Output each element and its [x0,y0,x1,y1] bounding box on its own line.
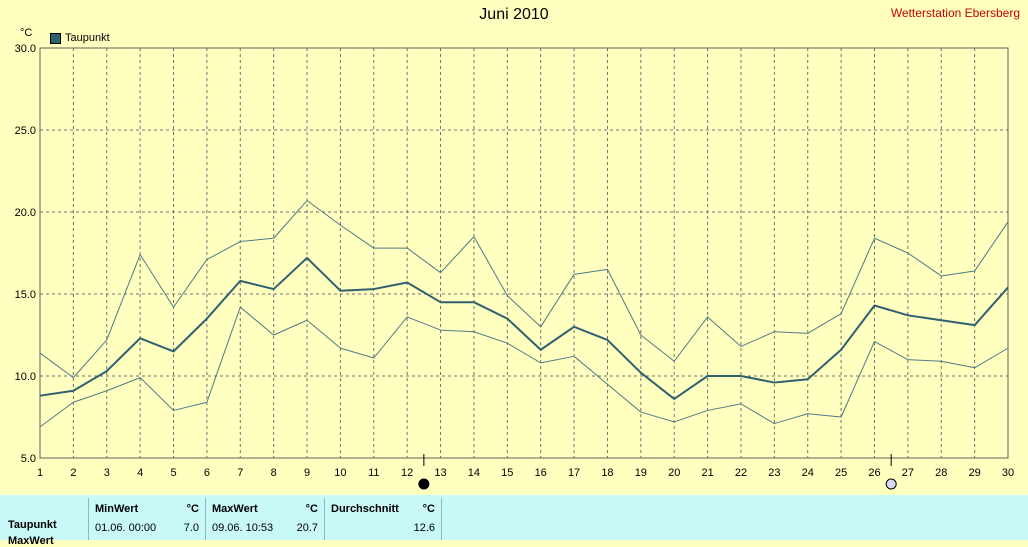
min-value: 7.0 [183,522,199,534]
series-line-mean [39,256,1009,400]
plot-frame [39,47,1009,459]
x-tick-label: 6 [204,467,210,479]
x-tick-label: 1 [37,467,43,479]
y-tick-label: 10.0 [15,371,36,383]
legend-label: Taupunkt [65,32,110,44]
max-value: 20.7 [296,522,318,534]
x-tick-label: 3 [104,467,110,479]
avg-unit: °C [422,503,435,515]
row-label-taupunkt: Taupunkt [8,519,57,531]
max-header: MaxWert [212,503,258,515]
x-tick-label: 14 [468,467,480,479]
y-tick-label: 20.0 [15,207,36,219]
min-header: MinWert [95,503,139,515]
x-tick-label: 7 [237,467,243,479]
y-tick-label: 25.0 [15,125,36,137]
row-label-maxwert: MaxWert [8,535,54,547]
avg-header: Durchschnitt [331,503,399,515]
min-unit: °C [186,503,199,515]
chart-title: Juni 2010 [479,6,549,23]
new-moon-icon [418,478,430,490]
x-tick-label: 12 [401,467,413,479]
min-date: 01.06. 00:00 [95,522,157,534]
x-tick-label: 13 [434,467,446,479]
y-tick-label: 15.0 [15,289,36,301]
station-name: Wetterstation Ebersberg [890,6,1020,20]
avg-value: 12.6 [413,522,435,534]
x-tick-label: 20 [668,467,680,479]
x-tick-label: 26 [868,467,880,479]
full-moon-icon [885,478,897,490]
y-tick-label: 30.0 [15,43,36,55]
x-tick-label: 25 [835,467,847,479]
max-stat-box: MaxWert °C 09.06. 10:53 20.7 [205,498,324,540]
x-tick-label: 17 [568,467,580,479]
x-tick-label: 16 [535,467,547,479]
avg-stat-box: Durchschnitt °C 12.6 [324,498,442,540]
max-date: 09.06. 10:53 [212,522,274,534]
x-tick-label: 22 [735,467,747,479]
legend: Taupunkt [50,32,110,44]
y-tick-label: 5.0 [21,453,36,465]
x-tick-label: 19 [635,467,647,479]
x-tick-label: 2 [70,467,76,479]
dewpoint-chart: 5.010.015.020.025.030.01 2 3 4 5 6 7 8 9 10 11 12 13… [15,43,1014,490]
x-tick-label: 5 [170,467,176,479]
legend-swatch [50,32,61,44]
y-axis-unit: °C [20,27,33,39]
x-tick-label: 11 [368,467,379,479]
x-tick-label: 29 [968,467,980,479]
x-tick-label: 15 [501,467,513,479]
x-tick-label: 27 [902,467,914,479]
x-tick-label: 21 [701,467,713,479]
x-tick-label: 9 [304,467,310,479]
stats-panel: MinWert °C 01.06. 00:00 7.0 MaxWert °C 0… [0,495,1028,547]
x-tick-label: 10 [334,467,346,479]
x-tick-label: 18 [601,467,613,479]
series-line-min [39,306,1009,428]
min-stat-box: MinWert °C 01.06. 00:00 7.0 [88,498,205,540]
x-tick-label: 8 [271,467,277,479]
chart-area: 5.0 10.0 15.0 20.0 25.0 30.0 1 2 3 4 5 6 7 8 9 10 11 12 13… [14,6,1020,490]
x-tick-label: 30 [1002,467,1014,479]
x-tick-label: 4 [137,467,143,479]
max-unit: °C [305,503,318,515]
series-line-max [39,200,1009,379]
x-tick-label: 24 [802,467,814,479]
x-tick-label: 23 [768,467,780,479]
x-tick-label: 28 [935,467,947,479]
